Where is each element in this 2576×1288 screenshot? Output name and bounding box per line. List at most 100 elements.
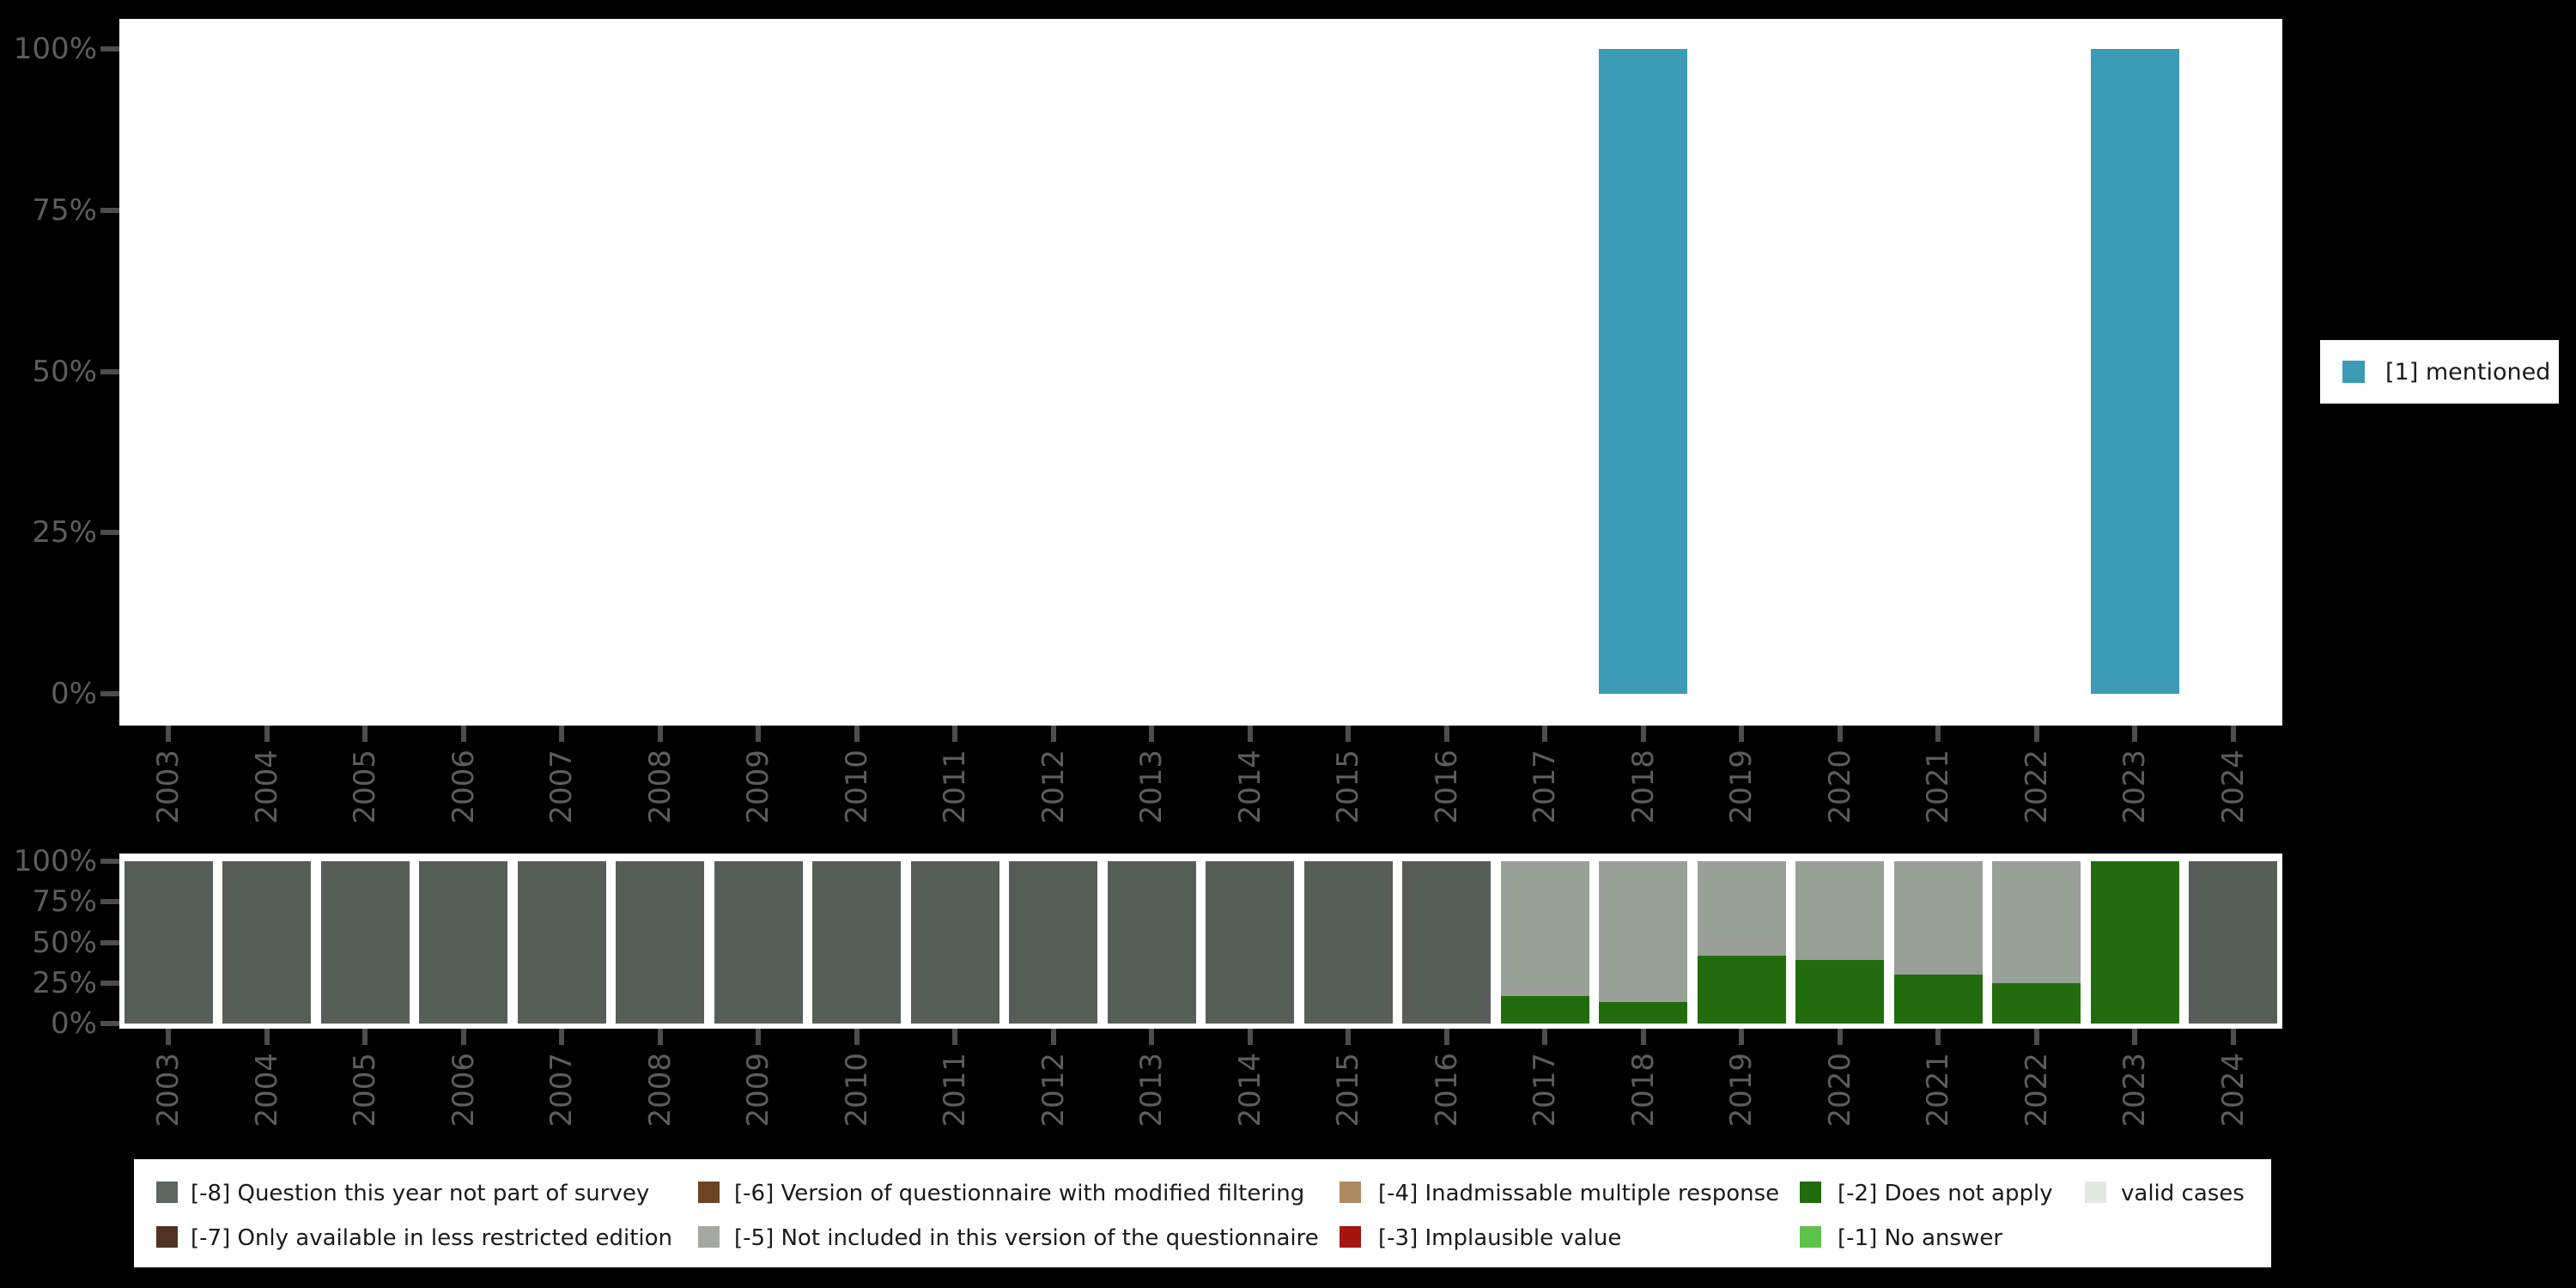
bar-segment xyxy=(812,861,902,1024)
legend-label--1: [-1] No answer xyxy=(1838,1225,2003,1251)
x-axis-tick-label: 2003 xyxy=(151,1053,186,1127)
x-axis-tick xyxy=(264,726,270,742)
x-axis-tick xyxy=(166,726,172,742)
bar-segment xyxy=(419,861,508,1024)
legend-label--4: [-4] Inadmissable multiple response xyxy=(1378,1181,1780,1206)
x-axis-tick xyxy=(2132,726,2138,742)
x-axis-tick-label: 2020 xyxy=(1822,1053,1857,1127)
bar-segment xyxy=(1303,861,1393,1024)
legend-swatch--4 xyxy=(1340,1182,1361,1203)
x-axis-tick-label: 2003 xyxy=(151,750,186,824)
bar-segment xyxy=(1599,861,1688,1003)
x-axis-tick-label: 2021 xyxy=(1921,750,1956,824)
bar-segment xyxy=(910,861,999,1024)
x-axis-tick xyxy=(460,726,466,742)
legend-label--3: [-3] Implausible value xyxy=(1378,1225,1622,1251)
x-axis-tick xyxy=(559,1029,565,1045)
legend-swatch-valid xyxy=(2085,1182,2106,1203)
bar-segment xyxy=(1697,861,1786,956)
legend-label--7: [-7] Only available in less restricted e… xyxy=(191,1225,673,1251)
x-axis-tick-label: 2018 xyxy=(1625,1053,1661,1127)
x-axis-tick xyxy=(756,1029,762,1045)
x-axis-tick-label: 2018 xyxy=(1625,750,1661,824)
x-axis-tick-label: 2005 xyxy=(348,750,383,824)
x-axis-tick xyxy=(854,726,860,742)
legend-swatch-mentioned xyxy=(2342,361,2365,383)
bar-segment xyxy=(1893,861,1983,975)
x-axis-tick-label: 2013 xyxy=(1134,1053,1170,1127)
x-axis-tick xyxy=(1935,1029,1941,1045)
x-axis-tick xyxy=(1640,1029,1646,1045)
legend-label--5: [-5] Not included in this version of the… xyxy=(734,1225,1319,1251)
x-axis-tick-label: 2012 xyxy=(1036,750,1071,824)
legend-swatch--7 xyxy=(156,1226,178,1248)
x-axis-tick xyxy=(362,726,368,742)
bar-segment xyxy=(1107,861,1196,1024)
y-axis-tick-label: 75% xyxy=(32,884,97,920)
x-axis-tick-label: 2014 xyxy=(1232,1053,1267,1127)
x-axis-tick xyxy=(1443,1029,1449,1045)
x-axis-tick xyxy=(2230,726,2236,742)
x-axis-tick-label: 2008 xyxy=(642,1053,677,1127)
x-axis-tick xyxy=(1837,1029,1843,1045)
x-axis-tick-label: 2015 xyxy=(1331,750,1366,824)
x-axis-tick-label: 2015 xyxy=(1331,1053,1366,1127)
bar-segment xyxy=(320,861,410,1024)
x-axis-tick-label: 2024 xyxy=(2215,750,2251,824)
bar-segment xyxy=(517,861,606,1024)
legend-label-valid: valid cases xyxy=(2121,1181,2245,1206)
x-axis-tick xyxy=(2132,1029,2138,1045)
x-axis-tick-label: 2011 xyxy=(938,750,973,824)
x-axis-tick-label: 2005 xyxy=(348,1053,383,1127)
y-axis-tick xyxy=(100,859,119,864)
y-axis-tick xyxy=(100,368,119,374)
bar-segment xyxy=(1795,861,1885,961)
x-axis-tick xyxy=(952,1029,958,1045)
legend-swatch--3 xyxy=(1340,1226,1361,1248)
legend-label--8: [-8] Question this year not part of surv… xyxy=(191,1181,650,1206)
x-axis-tick-label: 2012 xyxy=(1036,1053,1071,1127)
x-axis-tick-label: 2010 xyxy=(839,1053,874,1127)
x-axis-tick xyxy=(2033,726,2039,742)
y-axis-tick-label: 100% xyxy=(13,844,97,878)
x-axis-tick-label: 2017 xyxy=(1528,750,1563,824)
x-axis-tick xyxy=(756,726,762,742)
y-axis-tick-label: 100% xyxy=(13,32,97,66)
x-axis-tick-label: 2019 xyxy=(1724,1053,1759,1127)
legend-label--6: [-6] Version of questionnaire with modif… xyxy=(734,1181,1305,1206)
x-axis-tick xyxy=(1050,726,1056,742)
bar-segment xyxy=(124,861,213,1024)
x-axis-tick xyxy=(657,726,663,742)
x-axis-tick xyxy=(1739,726,1745,742)
x-axis-tick xyxy=(1346,726,1352,742)
y-axis-tick-label: 75% xyxy=(32,192,97,228)
y-axis-tick xyxy=(100,1021,119,1026)
x-axis-tick xyxy=(1149,726,1155,742)
y-axis-tick-label: 25% xyxy=(32,515,97,550)
bar-segment xyxy=(2090,861,2179,1024)
y-axis-tick-label: 50% xyxy=(32,925,97,960)
bar-segment xyxy=(1009,861,1098,1024)
y-axis-tick-label: 0% xyxy=(51,1006,97,1041)
legend-swatch--8 xyxy=(156,1182,178,1203)
y-axis-tick-label: 0% xyxy=(51,677,97,711)
top-chart-legend: [1] mentioned xyxy=(2320,340,2559,404)
x-axis-tick-label: 2006 xyxy=(446,1053,481,1127)
x-axis-tick xyxy=(460,1029,466,1045)
x-axis-tick-label: 2019 xyxy=(1724,750,1759,824)
x-axis-tick xyxy=(854,1029,860,1045)
x-axis-tick-label: 2022 xyxy=(2019,1053,2054,1127)
x-axis-tick xyxy=(1346,1029,1352,1045)
y-axis-tick xyxy=(100,46,119,52)
x-axis-tick-label: 2022 xyxy=(2019,750,2054,824)
y-axis-tick xyxy=(100,530,119,536)
bar-segment xyxy=(1599,49,1688,694)
x-axis-tick xyxy=(2230,1029,2236,1045)
x-axis-tick xyxy=(952,726,958,742)
bar-segment xyxy=(1206,861,1295,1024)
legend-swatch--2 xyxy=(1800,1182,1821,1203)
x-axis-tick-label: 2021 xyxy=(1921,1053,1956,1127)
bar-segment xyxy=(714,861,803,1024)
x-axis-tick xyxy=(1542,1029,1548,1045)
x-axis-tick-label: 2023 xyxy=(2117,1053,2153,1127)
